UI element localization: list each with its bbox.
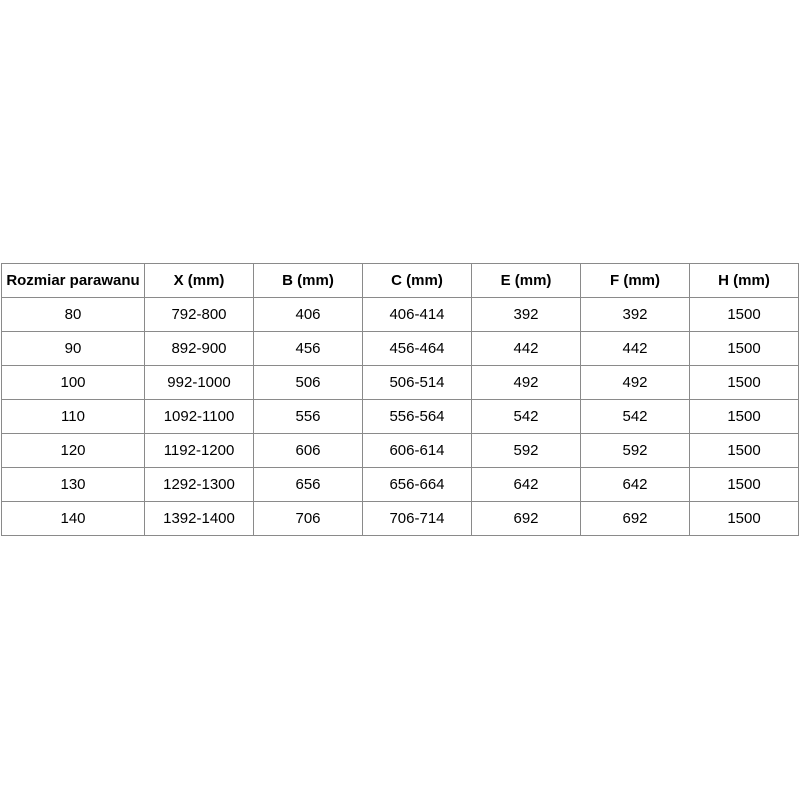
table-cell: 556 (253, 399, 363, 434)
table-cell: 1500 (689, 467, 799, 502)
table-cell: 492 (471, 365, 581, 400)
table-cell: 1500 (689, 331, 799, 366)
table-cell: 1500 (689, 433, 799, 468)
table-cell: 110 (1, 399, 145, 434)
table-cell: 606 (253, 433, 363, 468)
header-row: Rozmiar parawanu X (mm) B (mm) C (mm) E (mm)… (1, 263, 799, 298)
table-cell: 1500 (689, 399, 799, 434)
table-cell: 542 (580, 399, 690, 434)
table-cell: 1192-1200 (144, 433, 254, 468)
table-cell: 892-900 (144, 331, 254, 366)
table-cell: 456-464 (362, 331, 472, 366)
table-cell: 120 (1, 433, 145, 468)
table-cell: 656-664 (362, 467, 472, 502)
table-cell: 140 (1, 501, 145, 536)
table-cell: 506-514 (362, 365, 472, 400)
column-header: C (mm) (362, 263, 472, 298)
column-header: Rozmiar parawanu (1, 263, 145, 298)
table-row: 100 992-1000 506 506-514 492 492 1500 (1, 365, 799, 400)
dimensions-table: Rozmiar parawanu X (mm) B (mm) C (mm) E (mm)… (1, 263, 799, 536)
table-cell: 992-1000 (144, 365, 254, 400)
table-row: 110 1092-1100 556 556-564 542 542 1500 (1, 399, 799, 434)
table-cell: 692 (471, 501, 581, 536)
table-cell: 592 (471, 433, 581, 468)
column-header: X (mm) (144, 263, 254, 298)
table-row: 130 1292-1300 656 656-664 642 642 1500 (1, 467, 799, 502)
table-cell: 100 (1, 365, 145, 400)
table-cell: 1500 (689, 297, 799, 332)
table-cell: 392 (471, 297, 581, 332)
table-cell: 1092-1100 (144, 399, 254, 434)
table-cell: 506 (253, 365, 363, 400)
table-cell: 1500 (689, 501, 799, 536)
table-cell: 492 (580, 365, 690, 400)
table-cell: 692 (580, 501, 690, 536)
table-cell: 656 (253, 467, 363, 502)
table-cell: 642 (471, 467, 581, 502)
table-cell: 706-714 (362, 501, 472, 536)
table-cell: 456 (253, 331, 363, 366)
table-cell: 606-614 (362, 433, 472, 468)
column-header: F (mm) (580, 263, 690, 298)
table-cell: 556-564 (362, 399, 472, 434)
table-cell: 1500 (689, 365, 799, 400)
table-cell: 442 (471, 331, 581, 366)
table-cell: 642 (580, 467, 690, 502)
table-cell: 542 (471, 399, 581, 434)
table-cell: 406 (253, 297, 363, 332)
table-cell: 706 (253, 501, 363, 536)
column-header: B (mm) (253, 263, 363, 298)
column-header: H (mm) (689, 263, 799, 298)
table-cell: 592 (580, 433, 690, 468)
table-row: 120 1192-1200 606 606-614 592 592 1500 (1, 433, 799, 468)
table-cell: 392 (580, 297, 690, 332)
table-row: 140 1392-1400 706 706-714 692 692 1500 (1, 501, 799, 536)
table-cell: 1292-1300 (144, 467, 254, 502)
table-cell: 792-800 (144, 297, 254, 332)
column-header: E (mm) (471, 263, 581, 298)
table-row: 80 792-800 406 406-414 392 392 1500 (1, 297, 799, 332)
table-cell: 130 (1, 467, 145, 502)
table-cell: 442 (580, 331, 690, 366)
table-cell: 80 (1, 297, 145, 332)
table-cell: 90 (1, 331, 145, 366)
table-cell: 1392-1400 (144, 501, 254, 536)
table-row: 90 892-900 456 456-464 442 442 1500 (1, 331, 799, 366)
table-cell: 406-414 (362, 297, 472, 332)
